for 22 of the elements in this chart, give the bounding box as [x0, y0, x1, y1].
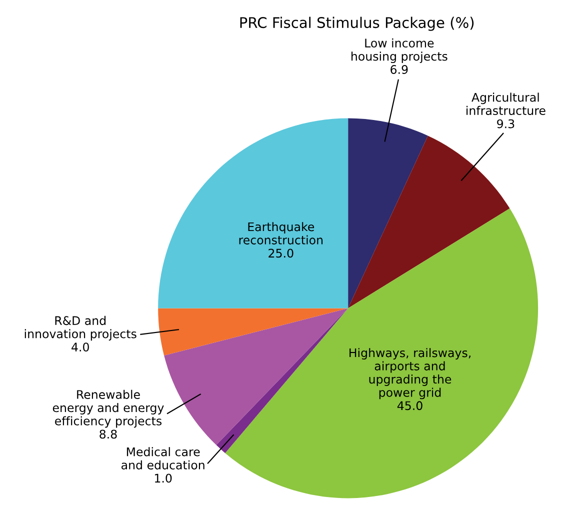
- data-label: 45.0: [397, 401, 422, 410]
- data-label: 6.9: [390, 65, 408, 74]
- data-label: 9.3: [497, 119, 514, 128]
- pie-slice: [158, 118, 348, 308]
- slice-label: Medical care and education: [122, 447, 204, 470]
- data-label: 8.8: [100, 430, 117, 439]
- slice-label: Highways, railsways, airports and upgrading the power grid: [350, 348, 470, 400]
- pie-slice: [348, 136, 510, 308]
- pie-slice: [158, 308, 348, 356]
- slice-label: R&D and innovation projects: [24, 316, 136, 341]
- pie-slice: [225, 208, 538, 498]
- slice-label: Low income housing projects: [351, 38, 448, 64]
- slice-label: Agricultural infrastructure: [466, 92, 546, 116]
- chart-title: PRC Fiscal Stimulus Package (%): [240, 16, 474, 31]
- slice-label: Earthquake reconstruction: [239, 222, 323, 244]
- pie-slice: [216, 308, 348, 454]
- data-label: 25.0: [268, 248, 294, 258]
- pie-slice: [164, 308, 348, 446]
- slice-label: Renewable energy and energy efficiency projects: [52, 390, 164, 428]
- data-label: 4.0: [72, 342, 89, 352]
- pie-slice: [348, 118, 428, 308]
- data-label: 1.0: [154, 474, 172, 483]
